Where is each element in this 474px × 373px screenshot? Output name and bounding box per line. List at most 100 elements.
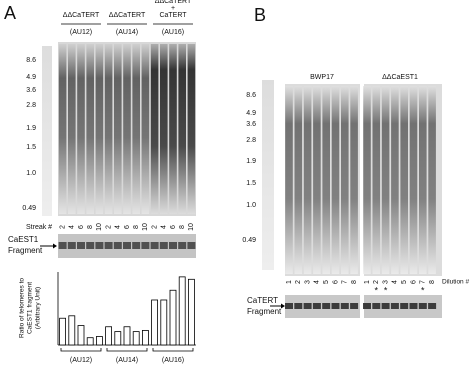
lane-gap bbox=[360, 295, 364, 318]
fragment-label: Fragment bbox=[8, 246, 43, 255]
gel-lane bbox=[419, 86, 427, 274]
gel-lane bbox=[68, 44, 76, 214]
dilution-number: 3 bbox=[382, 280, 389, 284]
bar bbox=[141, 329, 149, 346]
gel-lane bbox=[123, 44, 131, 214]
marker-lane bbox=[262, 80, 274, 270]
arrow-head bbox=[281, 303, 285, 309]
strip-band bbox=[340, 303, 349, 309]
strain-name: ΔΔCaTERT bbox=[63, 12, 100, 19]
size-marker: 1.9 bbox=[246, 158, 256, 165]
bar bbox=[187, 278, 195, 346]
size-marker: 3.6 bbox=[26, 87, 36, 94]
strip-band bbox=[95, 242, 104, 249]
fragment-label: CaTERT bbox=[247, 296, 278, 305]
bar bbox=[59, 317, 66, 346]
gel-lane bbox=[95, 44, 104, 214]
streak-number: 10 bbox=[142, 223, 149, 231]
bar bbox=[114, 331, 122, 346]
strip-band bbox=[285, 303, 293, 309]
strip-band bbox=[303, 303, 312, 309]
dilution-number: 1 bbox=[364, 280, 371, 284]
gel-lane bbox=[77, 44, 85, 214]
gel-lane bbox=[294, 86, 303, 274]
dilution-number: 8 bbox=[429, 280, 436, 284]
size-marker: 4.9 bbox=[246, 110, 256, 117]
size-marker: 0.49 bbox=[22, 205, 36, 212]
y-axis-label: Ratio of telomeres to bbox=[19, 278, 26, 338]
gel-lane bbox=[331, 86, 340, 274]
gel-lane bbox=[169, 44, 177, 214]
gel-lane bbox=[58, 44, 67, 214]
strain-id: (AU16) bbox=[162, 29, 184, 36]
size-marker: 4.9 bbox=[26, 74, 36, 81]
size-marker: 0.49 bbox=[242, 237, 256, 244]
size-marker: 1.0 bbox=[246, 202, 256, 209]
marker-lane bbox=[42, 46, 52, 216]
bar bbox=[77, 325, 85, 346]
strain-id: (AU12) bbox=[70, 29, 92, 36]
bar bbox=[160, 299, 168, 346]
lane-gap bbox=[360, 84, 364, 276]
streak-number: 2 bbox=[59, 225, 66, 229]
streak-label: Streak # bbox=[26, 224, 52, 231]
dilution-number: 5 bbox=[323, 280, 330, 284]
bar bbox=[132, 331, 140, 346]
strain-id: (AU14) bbox=[116, 29, 138, 36]
gel-lane bbox=[350, 86, 358, 274]
asterisk: * bbox=[421, 285, 425, 295]
size-marker: 8.6 bbox=[246, 92, 256, 99]
strip-band bbox=[428, 303, 437, 309]
gel-lane bbox=[363, 86, 371, 274]
strip-band bbox=[58, 242, 67, 249]
dilution-number: 5 bbox=[401, 280, 408, 284]
gel-lane bbox=[104, 44, 113, 214]
streak-number: 2 bbox=[105, 225, 112, 229]
dilution-number: 4 bbox=[392, 280, 399, 284]
size-marker: 2.8 bbox=[246, 137, 256, 144]
strip-band bbox=[363, 303, 371, 309]
streak-number: 6 bbox=[170, 225, 177, 229]
bar bbox=[105, 326, 112, 346]
bar bbox=[96, 336, 103, 346]
gel-lane bbox=[400, 86, 408, 274]
bar bbox=[68, 315, 76, 346]
dilution-number: 2 bbox=[295, 280, 302, 284]
strip-band bbox=[123, 242, 131, 249]
strain-name: CaTERT bbox=[159, 12, 187, 19]
bracket bbox=[152, 348, 194, 352]
y-axis-label: CaEST1 fragment bbox=[27, 282, 34, 334]
fragment-label: CaEST1 bbox=[8, 235, 39, 244]
asterisk: * bbox=[375, 285, 379, 295]
content: 2 4 6 8 10 2 4 6 8 10 2 4 6 8 10ΔΔCaTERT(AU12)ΔΔCaTERT… bbox=[8, 0, 469, 364]
streak-number: 8 bbox=[87, 225, 94, 229]
dilution-number: 7 bbox=[420, 280, 427, 284]
strip-band bbox=[312, 303, 321, 309]
streak-number: 8 bbox=[133, 225, 140, 229]
strip-band bbox=[187, 242, 196, 249]
gel-lane bbox=[341, 86, 349, 274]
dilution-number: 6 bbox=[410, 280, 417, 284]
strain-name: ΔΔCaEST1 bbox=[382, 74, 418, 81]
strip-band bbox=[104, 242, 113, 249]
gel-lane bbox=[150, 44, 159, 214]
gel-lane bbox=[187, 44, 196, 214]
bar bbox=[169, 289, 177, 346]
dilution-number: 2 bbox=[373, 280, 380, 284]
strip-band bbox=[113, 242, 122, 249]
streak-number: 10 bbox=[96, 223, 103, 231]
streak-number: 8 bbox=[179, 225, 186, 229]
dilution-number: 6 bbox=[332, 280, 339, 284]
bar bbox=[178, 276, 186, 346]
panel-label: B bbox=[254, 5, 266, 25]
strip-band bbox=[159, 242, 168, 249]
strip-band bbox=[390, 303, 399, 309]
dilution-number: 4 bbox=[314, 280, 321, 284]
group-label: (AU12) bbox=[70, 357, 92, 364]
streak-number: 6 bbox=[124, 225, 131, 229]
streak-number: 4 bbox=[115, 225, 122, 229]
strip-band bbox=[150, 242, 159, 249]
size-marker: 3.6 bbox=[246, 121, 256, 128]
bar bbox=[86, 337, 94, 346]
